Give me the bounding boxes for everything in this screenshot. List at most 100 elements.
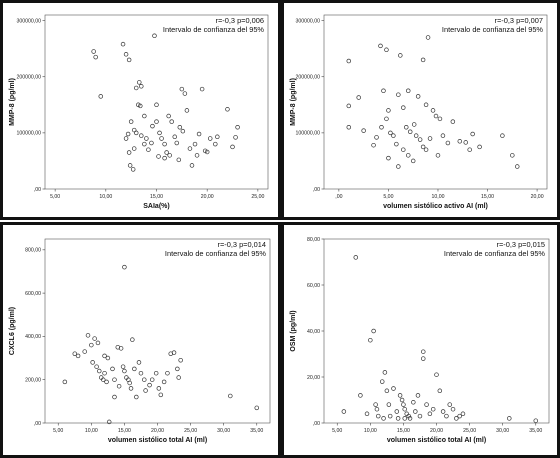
data-point [89,342,94,348]
x-tick-label: 15,00 [397,428,410,434]
y-tick-label: ,00 [34,421,41,427]
data-point [430,406,436,412]
data-point [162,155,167,161]
scatter-panel-osm-volumen-total: 5,00 10,00 15,00 20,00 25,00 30,00 35,00 ,00 20,… [281,222,560,458]
data-point [85,333,91,338]
data-point [139,133,144,138]
data-point [394,141,399,147]
data-point [102,370,107,376]
data-point [138,103,143,109]
data-point [427,411,433,417]
data-point [230,144,235,150]
data-point [126,57,132,63]
plot-area [323,14,548,190]
data-point [415,94,421,99]
data-point [411,400,416,405]
x-tick-label: 20,00 [151,428,164,434]
data-point [189,163,195,168]
x-tick-label: 20,00 [430,428,443,434]
data-point [94,364,99,369]
data-point [406,413,411,419]
x-tick-label: 20,00 [201,194,214,200]
x-tick-label: 15,00 [481,194,494,200]
data-point [150,123,155,129]
data-point [127,380,132,386]
data-point [401,147,406,152]
data-point [169,119,174,124]
data-point [82,349,87,354]
data-point [356,95,361,100]
y-tick-label: 80,00 [307,237,320,243]
data-point [430,108,436,113]
data-point [164,150,169,155]
data-point [192,141,198,147]
data-point [384,116,389,122]
data-point [454,416,459,421]
data-point [386,108,391,113]
x-tick-label: 5,00 [53,428,63,434]
y-tick-label: 20,00 [307,375,320,381]
x-tick-label: 10,00 [431,194,444,200]
data-point [423,147,429,152]
data-point [98,94,103,99]
data-point [353,255,359,260]
y-tick-label: ,00 [313,187,320,193]
data-point [379,379,385,384]
data-point [127,163,133,168]
data-point [417,137,423,142]
x-axis-title: SAIa(%) [143,203,169,210]
data-point [457,139,463,144]
data-point [467,147,472,152]
data-point [233,135,238,140]
correlation-stats: r=-0,3 p=0,014 [218,240,267,249]
correlation-stats: r=-0,3 p=0,015 [497,240,546,249]
data-point [407,416,413,421]
data-point [387,413,393,419]
data-point [138,370,144,376]
y-tick-label: 100000,00 [295,131,320,137]
data-point [533,418,539,423]
data-point [423,102,429,108]
x-tick-label: 25,00 [463,428,476,434]
data-point [142,377,147,382]
y-tick-label: ,00 [34,187,41,193]
data-point [176,157,182,163]
data-point [447,402,452,407]
chart-svg: 5,00 10,00 15,00 20,00 25,00 ,00 100000,00 2000… [9,14,269,210]
data-point [100,377,106,382]
confidence-interval-note: Intervalo de confianza del 95% [442,25,544,34]
data-point [97,368,102,374]
data-point [391,386,396,391]
data-point [381,416,386,421]
data-point [463,140,468,145]
data-point [166,113,171,119]
x-tick-label: 25,00 [251,194,264,200]
data-point [175,366,180,372]
x-axis-title: volumen sistólico activo AI (ml) [383,203,488,210]
y-tick-label: 600,00 [25,291,41,297]
x-tick-label: 25,00 [184,428,197,434]
data-point [500,133,505,138]
data-point [149,140,154,146]
data-point [177,125,183,130]
y-axis-title: MMP-8 (pg/ml) [9,78,16,126]
data-point [407,129,413,134]
x-tick-label: 15,00 [118,428,131,434]
confidence-interval-note: Intervalo de confianza del 95% [444,249,546,258]
data-point [179,86,185,92]
data-point [194,153,200,158]
data-point [90,360,95,365]
y-tick-label: 300000,00 [295,18,320,24]
data-point [413,133,419,138]
data-point [401,402,406,407]
data-point [204,149,210,155]
data-point [420,144,426,150]
y-tick-label: 800,00 [25,248,41,254]
data-point [171,350,177,355]
data-point [105,355,111,361]
data-point [104,379,109,385]
plot-area [44,238,271,424]
chart-svg: ,00 5,00 10,00 15,00 20,00 ,00 100000,00 200000… [290,14,548,210]
data-point [112,394,117,400]
